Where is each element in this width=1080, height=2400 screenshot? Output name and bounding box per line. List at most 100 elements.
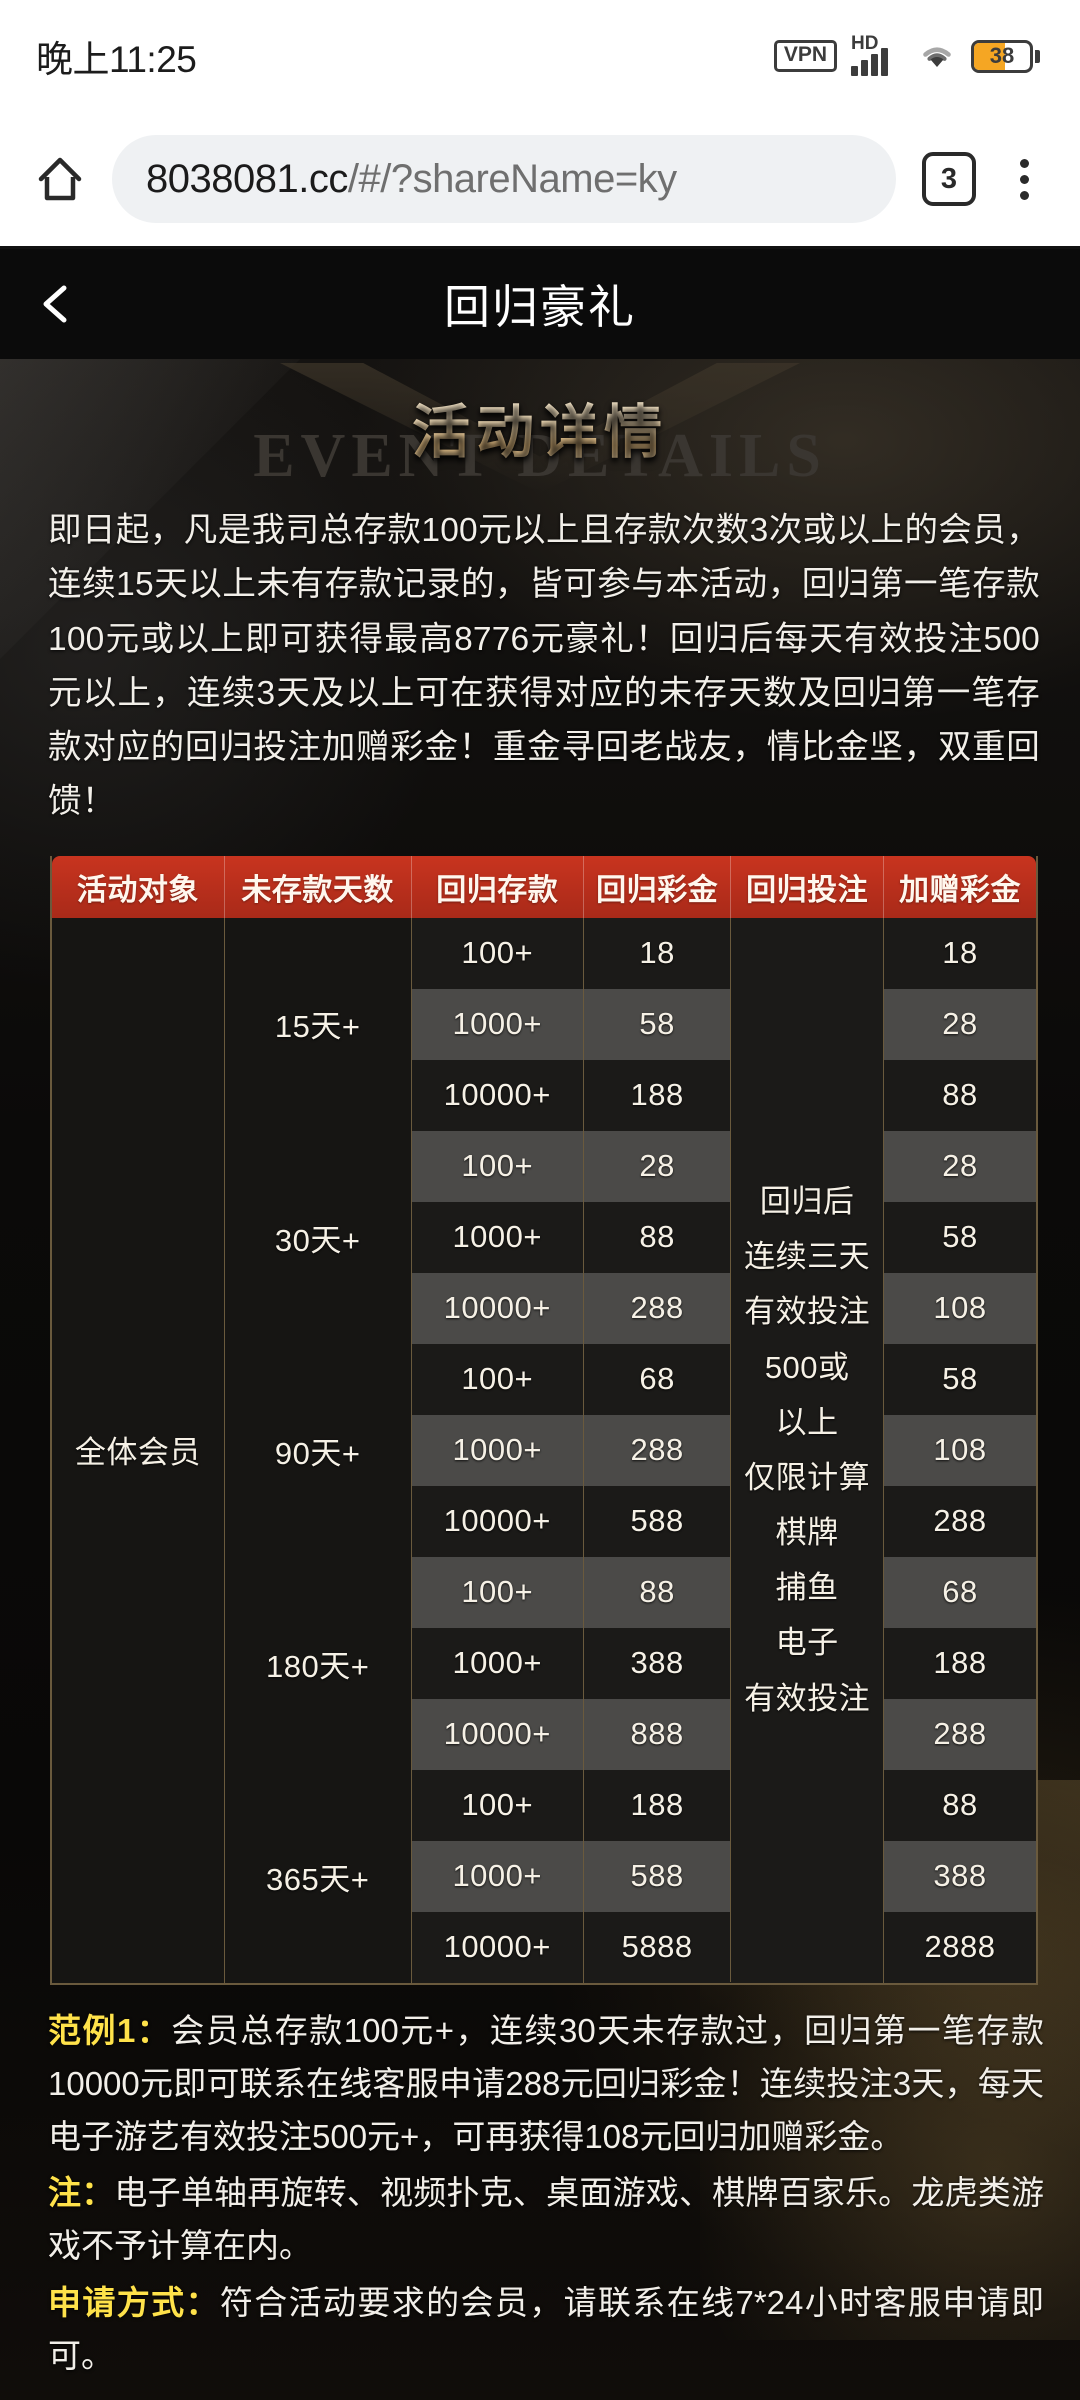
table-row: 1000+ 388 188 <box>52 1627 1036 1699</box>
table-row: 180天+ 100+ 88 68 <box>52 1556 1036 1770</box>
signal-strength-icon: HD <box>851 34 903 76</box>
cell-return-deposit: 100+ <box>411 1556 584 1628</box>
bet-line: 电子 <box>775 1625 839 1661</box>
cell-no-deposit-days: 180天+ <box>224 1556 412 1770</box>
cell-no-deposit-days: 15天+ <box>224 917 412 1131</box>
cell-return-deposit: 1000+ <box>411 1840 584 1912</box>
cell-return-bonus: 388 <box>583 1627 732 1699</box>
cell-extra-bonus: 288 <box>883 1485 1036 1557</box>
cell-return-deposit: 100+ <box>411 1130 584 1202</box>
cell-return-deposit: 1000+ <box>411 988 584 1060</box>
cell-return-bonus: 588 <box>583 1840 732 1912</box>
cell-extra-bonus: 18 <box>883 917 1036 989</box>
cell-no-deposit-days: 30天+ <box>224 1130 412 1344</box>
bet-line: 棋牌 <box>775 1515 839 1551</box>
table-row: 90天+ 100+ 68 58 <box>52 1343 1036 1557</box>
cell-return-bonus: 588 <box>583 1485 732 1557</box>
cell-no-deposit-days: 90天+ <box>224 1343 412 1557</box>
note-text: 会员总存款100元+，连续30天未存款过，回归第一笔存款10000元即可联系在线… <box>48 2012 1044 2155</box>
bet-line: 有效投注 <box>744 1680 871 1716</box>
cell-return-bonus: 58 <box>583 988 732 1060</box>
bet-line: 回归后 <box>759 1183 855 1219</box>
browser-toolbar: 8038081.cc/#/?shareName=ky 3 <box>0 112 1080 249</box>
battery-icon: 38 <box>971 39 1040 73</box>
cell-extra-bonus: 388 <box>883 1840 1036 1912</box>
note-text: 符合活动要求的会员，请联系在线7*24小时客服申请即可。 <box>48 2284 1045 2374</box>
cell-extra-bonus: 28 <box>883 1130 1036 1202</box>
cell-extra-bonus: 58 <box>883 1201 1036 1273</box>
cell-return-deposit: 1000+ <box>411 1627 584 1699</box>
cell-extra-bonus: 28 <box>883 988 1036 1060</box>
banner-title: 活动详情 <box>412 385 668 469</box>
table-row: 30天+ 100+ 28 28 <box>52 1130 1036 1344</box>
note-label: 申请方式： <box>48 2284 220 2322</box>
promo-content: EVENT DETAILS 活动详情 即日起，凡是我司总存款100元以上且存款次… <box>0 359 1080 2400</box>
table-row: 1000+ 88 58 <box>52 1201 1036 1273</box>
cell-no-deposit-days: 365天+ <box>224 1769 412 1983</box>
bet-line: 连续三天 <box>744 1239 871 1275</box>
cell-extra-bonus: 68 <box>883 1556 1036 1628</box>
notes-section: 范例1：会员总存款100元+，连续30天未存款过，回归第一笔存款10000元即可… <box>48 2005 1044 2383</box>
table-row: 1000+ 588 388 <box>52 1840 1036 1912</box>
cell-return-deposit: 10000+ <box>411 1698 584 1770</box>
table-body: 全体会员 15天+ 100+ 18 回归后 连续三天 有效投注 500或 以上 仅限计算 棋牌 捕鱼电… <box>52 917 1036 1983</box>
cell-return-bonus: 288 <box>583 1414 732 1486</box>
tab-counter-button[interactable]: 3 <box>922 152 976 206</box>
reward-table-container: 活动对象 未存款天数 回归存款 回归彩金 回归投注 加赠彩金 全体会员 15天+ 1… <box>50 855 1038 1986</box>
th-return-bonus: 回归彩金 <box>583 855 732 918</box>
event-description: 即日起，凡是我司总存款100元以上且存款次数3次或以上的会员，连续15天以上未有… <box>48 512 1040 821</box>
table-header-row: 活动对象 未存款天数 回归存款 回归彩金 回归投注 加赠彩金 <box>52 855 1036 918</box>
menu-icon[interactable] <box>1002 158 1046 200</box>
cell-return-deposit: 10000+ <box>411 1485 584 1557</box>
note-text: 电子单轴再旋转、视频扑克、桌面游戏、棋牌百家乐。龙虎类游戏不予计算在内。 <box>48 2174 1045 2265</box>
cell-return-deposit: 10000+ <box>411 1272 584 1344</box>
battery-percent: 38 <box>989 43 1015 68</box>
bet-line: 仅限计算 <box>744 1459 871 1495</box>
th-return-bet: 回归投注 <box>730 855 884 918</box>
url-text: 8038081.cc/#/?shareName=ky <box>146 157 677 202</box>
status-bar: 晚上11:25 VPN HD 38 <box>0 0 1080 112</box>
cell-extra-bonus: 58 <box>883 1343 1036 1415</box>
cell-return-bonus: 88 <box>583 1556 732 1628</box>
page-title: 回归豪礼 <box>444 281 636 333</box>
table-row: 1000+ 58 28 <box>52 988 1036 1060</box>
cell-return-deposit: 1000+ <box>411 1414 584 1486</box>
cell-return-deposit: 1000+ <box>411 1201 584 1273</box>
cell-return-bonus: 28 <box>583 1130 732 1202</box>
cell-return-deposit: 100+ <box>411 1769 584 1841</box>
cell-return-bonus: 888 <box>583 1698 732 1770</box>
cell-return-deposit: 100+ <box>411 917 584 989</box>
bet-line: 以上 <box>775 1404 839 1440</box>
cell-extra-bonus: 88 <box>883 1059 1036 1131</box>
bet-line: 有效投注 <box>744 1294 871 1330</box>
url-host: 8038081.cc <box>146 156 348 201</box>
cell-activity-target: 全体会员 <box>52 917 225 1983</box>
cell-return-bonus: 18 <box>583 917 732 989</box>
cell-extra-bonus: 88 <box>883 1769 1036 1841</box>
note-label: 范例1： <box>48 2012 172 2050</box>
wifi-icon <box>923 47 951 67</box>
address-bar[interactable]: 8038081.cc/#/?shareName=ky <box>112 135 896 223</box>
reward-table: 活动对象 未存款天数 回归存款 回归彩金 回归投注 加赠彩金 全体会员 15天+ 1… <box>52 855 1036 1984</box>
cell-return-deposit: 10000+ <box>411 1059 584 1131</box>
cell-return-deposit: 10000+ <box>411 1911 584 1983</box>
cell-return-bonus: 188 <box>583 1059 732 1131</box>
cell-extra-bonus: 108 <box>883 1272 1036 1344</box>
table-row: 10000+ 888 288 <box>52 1698 1036 1770</box>
cell-return-deposit: 100+ <box>411 1343 584 1415</box>
note-item: 申请方式：符合活动要求的会员，请联系在线7*24小时客服申请即可。 <box>48 2277 1044 2383</box>
status-time: 晚上11:25 <box>36 39 197 80</box>
cell-extra-bonus: 188 <box>883 1627 1036 1699</box>
table-row: 10000+ 188 88 <box>52 1059 1036 1131</box>
home-icon[interactable] <box>34 153 86 205</box>
back-arrow-icon[interactable] <box>34 282 78 326</box>
th-return-deposit: 回归存款 <box>411 855 584 918</box>
signal-bars <box>851 48 888 76</box>
status-icon-group: VPN HD 38 <box>773 34 1040 76</box>
table-row: 全体会员 15天+ 100+ 18 回归后 连续三天 有效投注 500或 以上 仅限计算 棋牌 捕鱼电… <box>52 917 1036 1983</box>
note-item: 范例1：会员总存款100元+，连续30天未存款过，回归第一笔存款10000元即可… <box>48 2005 1044 2163</box>
cell-return-bonus: 68 <box>583 1343 732 1415</box>
cell-return-bonus: 288 <box>583 1272 732 1344</box>
url-path: /#/?shareName=ky <box>347 156 677 201</box>
vpn-icon: VPN <box>773 40 837 72</box>
